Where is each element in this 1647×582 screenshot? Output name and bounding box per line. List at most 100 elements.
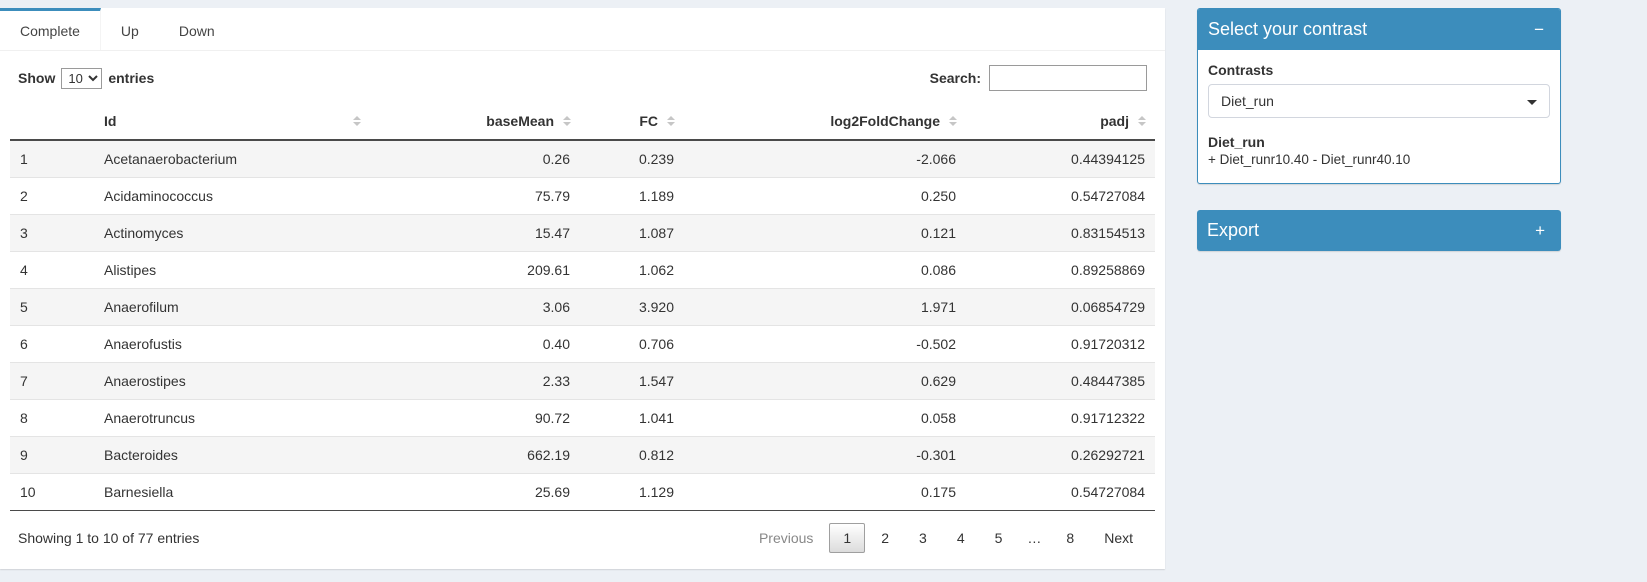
cell-fc: 1.087	[580, 214, 684, 252]
cell-id: Anaerostipes	[94, 362, 370, 400]
cell-index: 2	[10, 177, 94, 215]
column-header-log2foldchange[interactable]: log2FoldChange	[684, 103, 966, 141]
cell-basemean: 209.61	[370, 251, 580, 289]
page-button-1[interactable]: 1	[829, 523, 866, 553]
cell-id: Bacteroides	[94, 436, 370, 474]
contrast-detail: Diet_run + Diet_runr10.40 - Diet_runr40.…	[1208, 134, 1550, 167]
entries-label: entries	[108, 70, 155, 86]
cell-padj: 0.83154513	[966, 214, 1155, 252]
search-label: Search:	[929, 70, 981, 86]
cell-index: 1	[20, 151, 28, 167]
cell-padj: 0.54727084	[966, 473, 1155, 511]
tab-bar: Complete Up Down	[0, 8, 1165, 51]
export-box-title: Export	[1207, 220, 1260, 240]
contrast-box: Select your contrast − Contrasts Diet_ru…	[1197, 8, 1561, 184]
cell-padj: 0.91712322	[966, 399, 1155, 437]
page-button-5[interactable]: 5	[994, 530, 1003, 546]
table-row: 8 Anaerotruncus 90.72 1.041 0.058 0.9171…	[10, 399, 1155, 437]
cell-id: Acidaminococcus	[94, 177, 370, 215]
contrast-formula: + Diet_runr10.40 - Diet_runr40.10	[1208, 152, 1411, 167]
sort-icon	[1138, 116, 1146, 126]
cell-id: Barnesiella	[94, 473, 370, 511]
tab-down[interactable]: Down	[178, 23, 215, 39]
cell-id: Anaerofilum	[94, 288, 370, 326]
contrast-select[interactable]: Diet_run	[1208, 84, 1550, 118]
cell-index: 10	[10, 473, 94, 511]
cell-basemean: 25.69	[370, 473, 580, 511]
export-box: Export +	[1197, 210, 1561, 251]
sidebar-right: Select your contrast − Contrasts Diet_ru…	[1197, 8, 1561, 277]
tab-up[interactable]: Up	[120, 23, 139, 39]
search-input[interactable]	[989, 65, 1147, 91]
cell-log2foldchange: 1.971	[684, 288, 966, 326]
page-button-8[interactable]: 8	[1066, 530, 1075, 546]
page-length-select[interactable]: 10	[61, 67, 103, 89]
contrasts-label: Contrasts	[1208, 62, 1274, 78]
page-button-previous: Previous	[758, 530, 814, 546]
collapse-export-button[interactable]: +	[1529, 220, 1551, 241]
cell-index: 6	[10, 325, 94, 363]
table-row: 2 Acidaminococcus 75.79 1.189 0.250 0.54…	[10, 177, 1155, 215]
cell-id: Anaerofustis	[94, 325, 370, 363]
pagination: Previous 1 2 3 4 5 … 8 Next	[743, 523, 1147, 553]
cell-padj: 0.89258869	[966, 251, 1155, 289]
cell-fc: 1.129	[580, 473, 684, 511]
sort-icon	[353, 116, 361, 126]
contrast-box-body: Contrasts Diet_run Diet_run + Diet_runr1…	[1198, 50, 1560, 183]
sort-icon	[667, 116, 675, 126]
search-control: Search:	[930, 65, 1147, 91]
contrast-name: Diet_run	[1208, 134, 1265, 150]
table-row: 10 Barnesiella 25.69 1.129 0.175 0.54727…	[10, 473, 1155, 511]
cell-index: 8	[10, 399, 94, 437]
cell-padj: 0.26292721	[966, 436, 1155, 474]
table-row: 1 Acetanaerobacterium 0.26 0.239 -2.066 …	[10, 140, 1155, 178]
cell-fc: 0.812	[580, 436, 684, 474]
cell-log2foldchange: -0.502	[684, 325, 966, 363]
cell-log2foldchange: 0.175	[684, 473, 966, 511]
minus-icon: −	[1534, 20, 1544, 39]
cell-id: Alistipes	[94, 251, 370, 289]
column-header-basemean[interactable]: baseMean	[370, 103, 580, 141]
table-body: 1 Acetanaerobacterium 0.26 0.239 -2.066 …	[10, 140, 1155, 511]
column-header-fc[interactable]: FC	[580, 103, 684, 141]
tab-complete[interactable]: Complete	[0, 8, 101, 50]
page-ellipsis: …	[1027, 530, 1042, 546]
cell-basemean: 90.72	[370, 399, 580, 437]
cell-id: Acetanaerobacterium	[104, 151, 238, 167]
sort-icon	[563, 116, 571, 126]
contrast-box-header: Select your contrast −	[1198, 9, 1560, 50]
cell-basemean: 3.06	[370, 288, 580, 326]
cell-padj: 0.06854729	[966, 288, 1155, 326]
cell-index: 7	[10, 362, 94, 400]
cell-padj: 0.54727084	[966, 177, 1155, 215]
table-row: 4 Alistipes 209.61 1.062 0.086 0.8925886…	[10, 251, 1155, 289]
page-button-3[interactable]: 3	[919, 530, 927, 546]
export-box-header: Export +	[1197, 210, 1561, 251]
cell-fc: 1.547	[580, 362, 684, 400]
cell-index: 5	[10, 288, 94, 326]
collapse-contrast-button[interactable]: −	[1528, 19, 1550, 40]
table-info: Showing 1 to 10 of 77 entries	[18, 530, 200, 546]
cell-padj: 0.91720312	[966, 325, 1155, 363]
cell-fc: 1.189	[580, 177, 684, 215]
page-button-next[interactable]: Next	[1104, 530, 1133, 546]
page-button-2[interactable]: 2	[881, 530, 890, 546]
cell-basemean: 75.79	[370, 177, 580, 215]
header-row: Id baseMean FC log2FoldChange padj	[10, 103, 1155, 141]
table-row: 6 Anaerofustis 0.40 0.706 -0.502 0.91720…	[10, 325, 1155, 363]
sort-icon	[949, 116, 957, 126]
cell-basemean: 2.33	[370, 362, 580, 400]
cell-fc: 1.041	[580, 399, 684, 437]
column-header-padj[interactable]: padj	[966, 103, 1155, 141]
table-row: 7 Anaerostipes 2.33 1.547 0.629 0.484473…	[10, 362, 1155, 400]
table-row: 9 Bacteroides 662.19 0.812 -0.301 0.2629…	[10, 436, 1155, 474]
cell-basemean: 15.47	[370, 214, 580, 252]
table-controls: Show 10 entries Search:	[10, 57, 1155, 103]
cell-id: Anaerotruncus	[94, 399, 370, 437]
cell-fc: 3.920	[580, 288, 684, 326]
plus-icon: +	[1535, 221, 1545, 240]
cell-index: 9	[10, 436, 94, 474]
page-button-4[interactable]: 4	[956, 530, 965, 546]
cell-log2foldchange: 0.250	[684, 177, 966, 215]
column-header-id[interactable]: Id	[94, 103, 370, 141]
